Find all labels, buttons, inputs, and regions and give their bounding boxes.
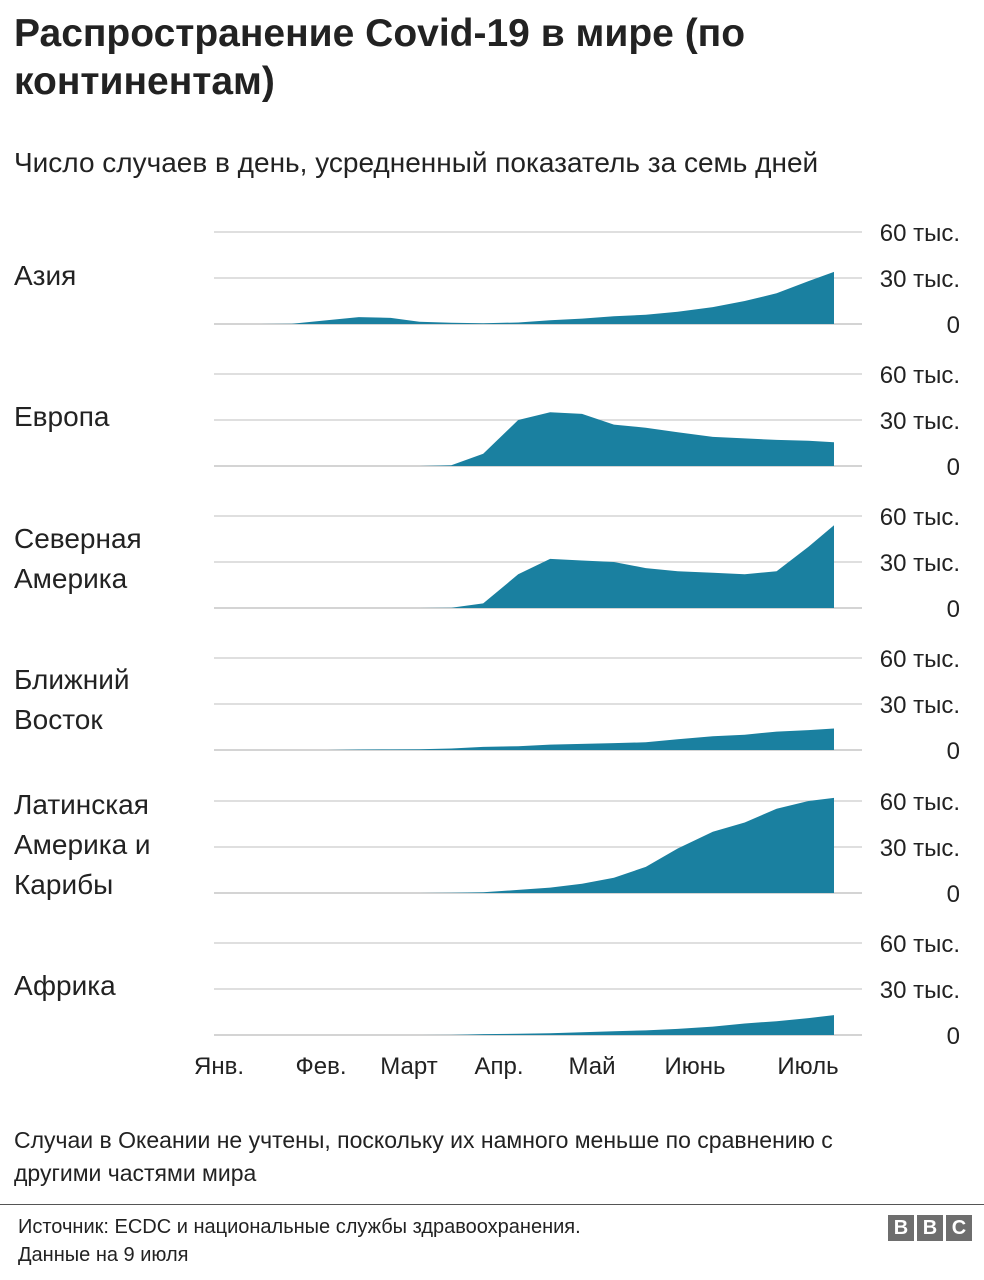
y-tick-label: 0 bbox=[947, 312, 960, 339]
bbc-logo: B B C bbox=[888, 1215, 972, 1241]
y-tick-label: 30 тыс. bbox=[880, 835, 960, 862]
y-tick-label: 0 bbox=[947, 596, 960, 623]
small-multiples-chart: 0 30 тыс. 60 тыс. 0 30 тыс. 60 тыс. 0 30 тыс. 60… bbox=[0, 200, 984, 1100]
chart-title: Распространение Covid-19 в мире (по конт… bbox=[14, 12, 746, 103]
y-tick-label: 0 bbox=[947, 881, 960, 908]
y-tick-label: 60 тыс. bbox=[880, 931, 960, 958]
data-date-line: Данные на 9 июля bbox=[18, 1244, 189, 1266]
row-label-asia: Азия bbox=[14, 260, 77, 291]
y-tick-label: 30 тыс. bbox=[880, 266, 960, 293]
x-tick-label: Май bbox=[568, 1053, 615, 1080]
area-series bbox=[228, 1015, 834, 1035]
x-tick-label: Март bbox=[380, 1053, 437, 1080]
y-tick-label: 30 тыс. bbox=[880, 692, 960, 719]
bbc-logo-letter: C bbox=[946, 1215, 972, 1241]
area-series bbox=[228, 797, 834, 893]
area-series bbox=[228, 412, 834, 466]
row-label-africa: Африка bbox=[14, 970, 116, 1001]
y-tick-label: 30 тыс. bbox=[880, 977, 960, 1004]
footer-divider bbox=[0, 1204, 984, 1205]
y-tick-label: 60 тыс. bbox=[880, 789, 960, 816]
y-tick-label: 0 bbox=[947, 738, 960, 765]
y-tick-label: 60 тыс. bbox=[880, 362, 960, 389]
x-tick-label: Июль bbox=[777, 1053, 838, 1080]
chart-subtitle: Число случаев в день, усредненный показа… bbox=[14, 147, 819, 178]
row-label-middle-east: Ближний Восток bbox=[14, 664, 130, 735]
source-line: Источник: ECDC и национальные службы здр… bbox=[18, 1216, 581, 1238]
x-tick-label: Фев. bbox=[295, 1053, 346, 1080]
x-tick-label: Янв. bbox=[194, 1053, 244, 1080]
y-tick-label: 0 bbox=[947, 1023, 960, 1050]
area-series bbox=[228, 728, 834, 750]
chart-svg: 0 30 тыс. 60 тыс. 0 30 тыс. 60 тыс. 0 30 тыс. 60… bbox=[194, 220, 960, 1080]
footnote: Случаи в Океании не учтены, поскольку их… bbox=[14, 1127, 833, 1186]
row-label-north-america: Северная Америка bbox=[14, 523, 142, 594]
y-tick-label: 60 тыс. bbox=[880, 220, 960, 247]
source-text: Источник: ECDC и национальные службы здр… bbox=[18, 1213, 818, 1269]
x-tick-label: Апр. bbox=[474, 1053, 523, 1080]
bbc-logo-letter: B bbox=[917, 1215, 943, 1241]
x-tick-label: Июнь bbox=[664, 1053, 725, 1080]
y-tick-label: 60 тыс. bbox=[880, 504, 960, 531]
y-tick-label: 60 тыс. bbox=[880, 646, 960, 673]
y-tick-label: 0 bbox=[947, 454, 960, 481]
bbc-logo-letter: B bbox=[888, 1215, 914, 1241]
y-tick-label: 30 тыс. bbox=[880, 408, 960, 435]
row-label-latin-america: Латинская Америка и Карибы bbox=[14, 789, 151, 900]
y-tick-label: 30 тыс. bbox=[880, 550, 960, 577]
area-series bbox=[228, 271, 834, 324]
area-series bbox=[228, 525, 834, 608]
row-label-europe: Европа bbox=[14, 401, 110, 432]
